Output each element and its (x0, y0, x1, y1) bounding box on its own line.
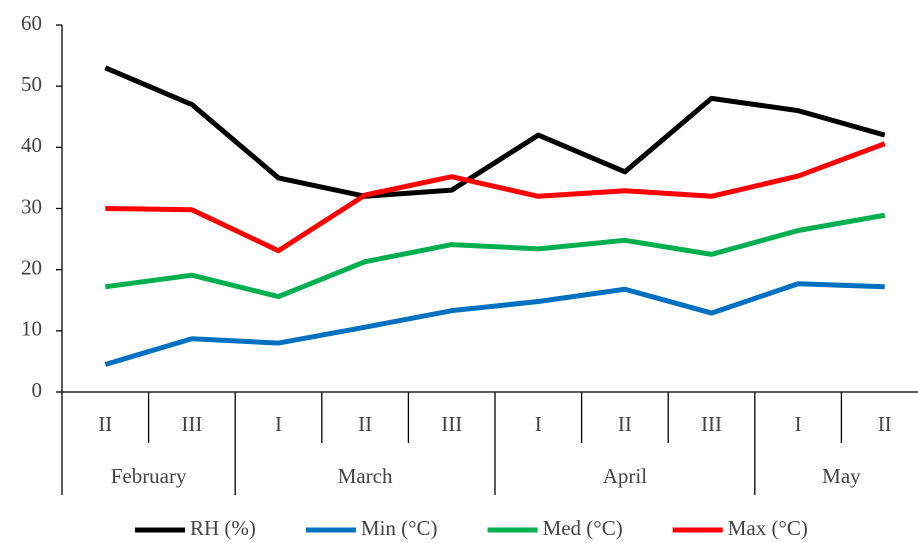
x-tick-label: III (441, 412, 462, 436)
group-label: February (111, 464, 187, 488)
x-tick-label: II (358, 412, 372, 436)
group-label: March (338, 464, 393, 488)
y-tick-label: 50 (21, 72, 42, 96)
x-tick-label: II (98, 412, 112, 436)
legend-label: Med (°C) (543, 516, 623, 540)
y-tick-label: 10 (21, 317, 42, 341)
x-tick-label: II (618, 412, 632, 436)
series-line (104, 212, 886, 300)
x-tick-label: I (275, 412, 282, 436)
x-tick-label: I (535, 412, 542, 436)
group-label: May (822, 464, 861, 488)
series-line (104, 281, 885, 367)
series-line (104, 65, 886, 199)
group-label: April (603, 464, 647, 488)
y-tick-label: 30 (21, 194, 42, 218)
x-tick-label: I (795, 412, 802, 436)
x-tick-label: II (878, 412, 892, 436)
x-tick-label: III (701, 412, 722, 436)
x-tick-label: III (181, 412, 202, 436)
y-tick-label: 0 (32, 378, 43, 402)
y-tick-label: 60 (21, 11, 42, 35)
y-tick-label: 20 (21, 255, 42, 279)
series-line (105, 141, 886, 254)
legend-label: RH (%) (190, 516, 256, 540)
legend-label: Max (°C) (728, 516, 808, 540)
legend-label: Min (°C) (361, 516, 438, 540)
y-tick-label: 40 (21, 133, 42, 157)
